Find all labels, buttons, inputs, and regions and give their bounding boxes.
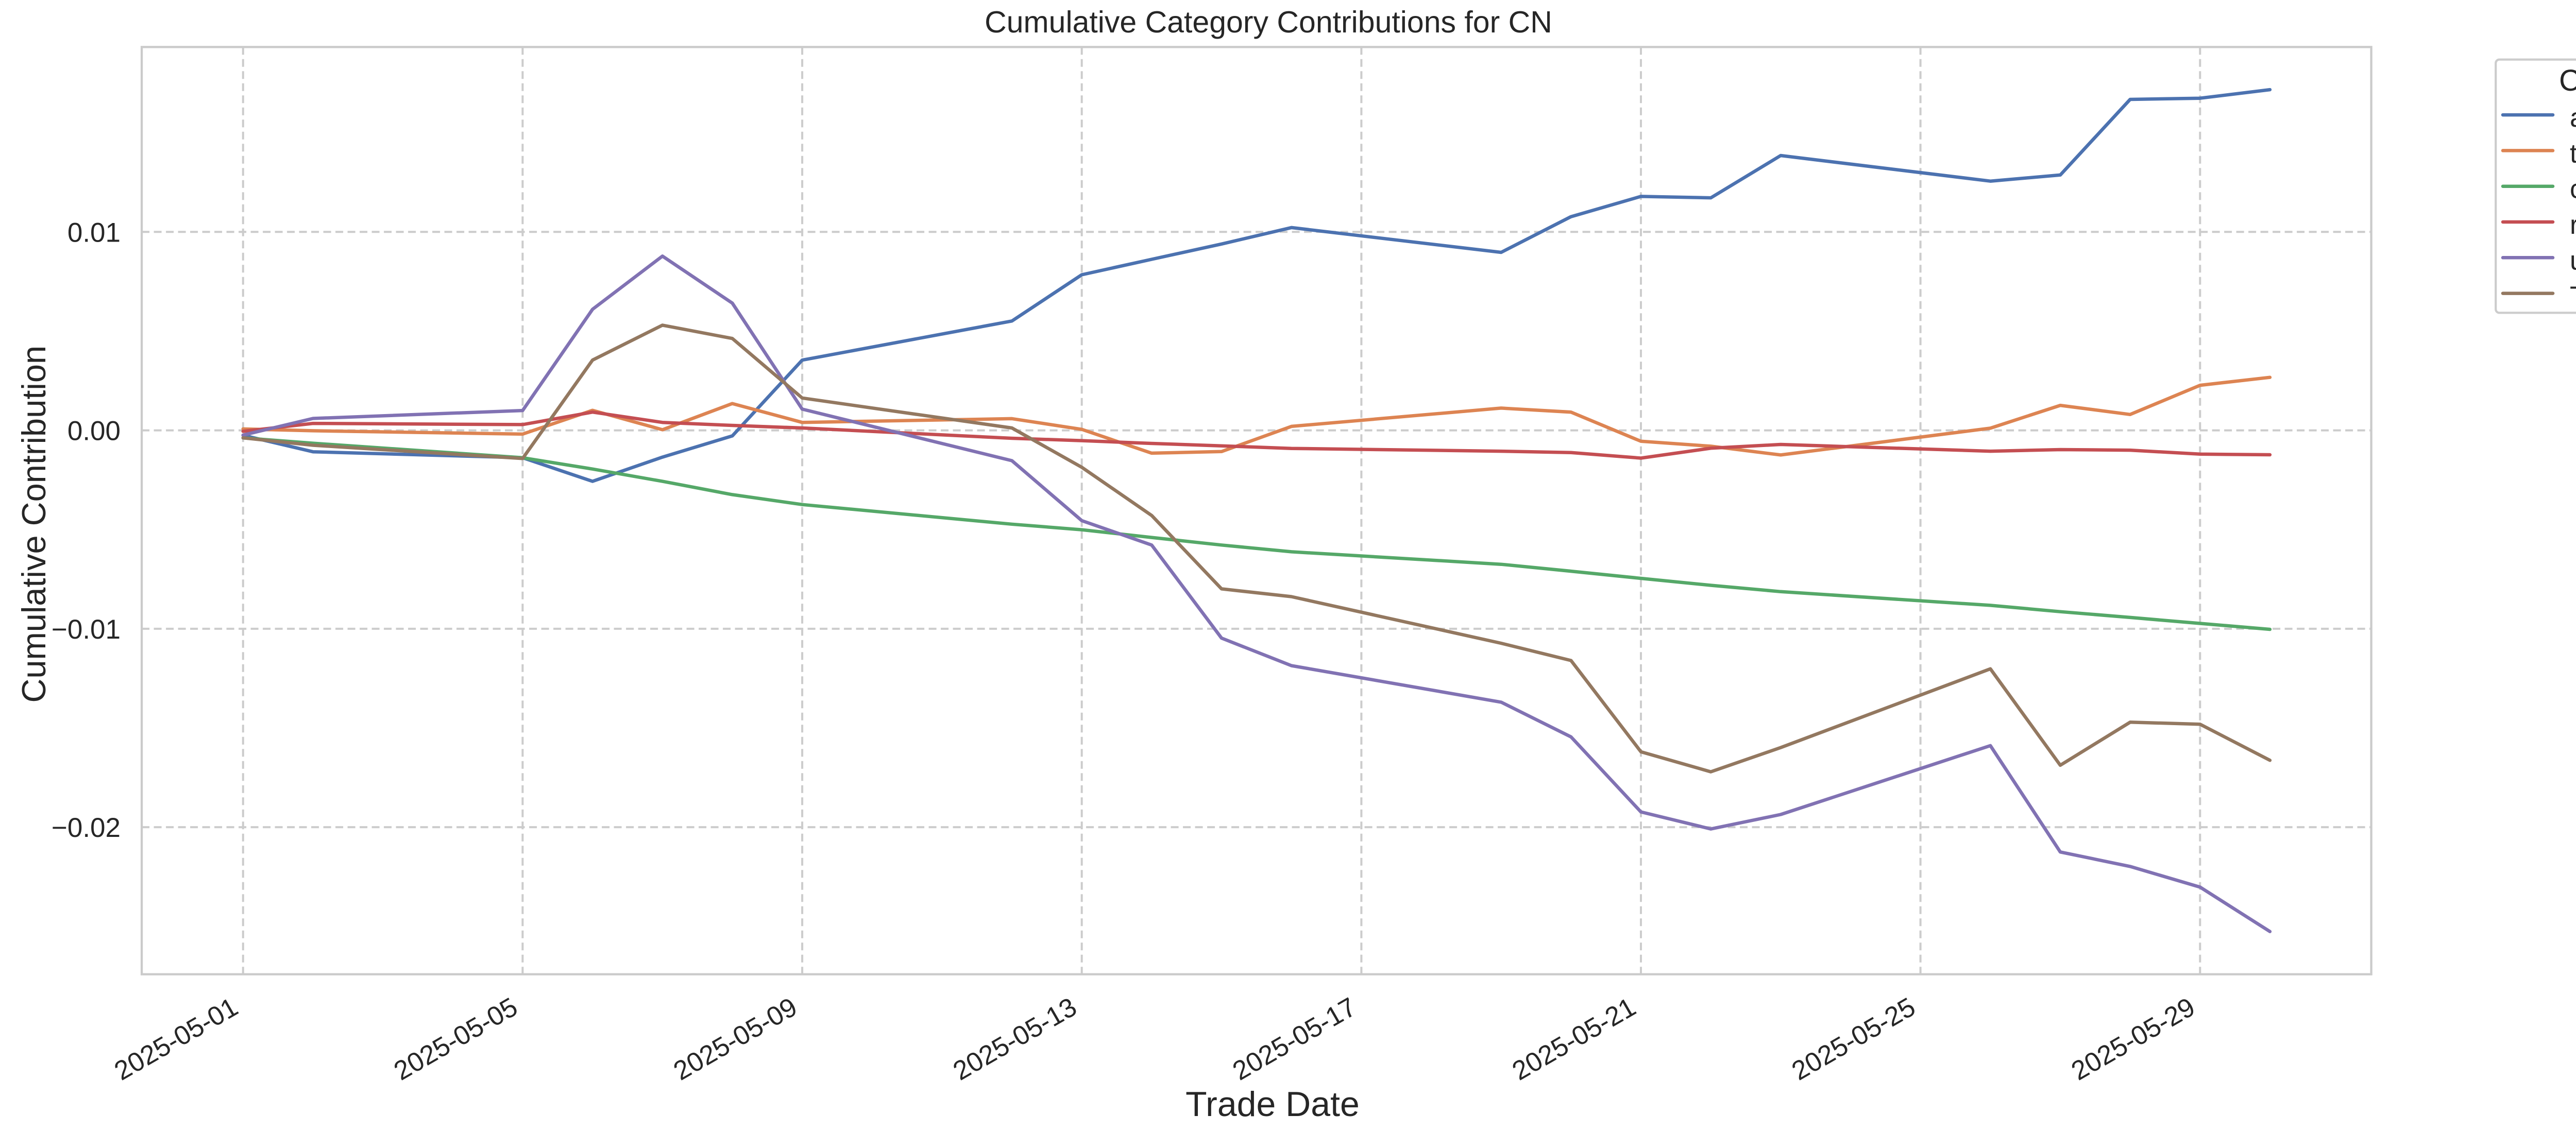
svg-text:Cumulative Contribution: Cumulative Contribution [15,346,53,703]
svg-text:0.00: 0.00 [67,416,121,447]
svg-text:0.01: 0.01 [67,217,121,248]
svg-text:Cumulative Category Contributi: Cumulative Category Contributions for CN [985,5,1552,39]
svg-text:Category: Category [2559,64,2576,97]
svg-text:unexplained: unexplained [2570,246,2576,276]
svg-text:risk_exposure: risk_exposure [2570,210,2576,240]
svg-text:alpha_total: alpha_total [2570,103,2576,133]
svg-text:cost: cost [2570,175,2576,204]
svg-text:−0.01: −0.01 [52,614,121,645]
svg-text:tilt_total: tilt_total [2570,139,2576,168]
svg-text:−0.02: −0.02 [52,813,121,843]
svg-text:Total: Total [2570,282,2576,312]
svg-text:Trade Date: Trade Date [1185,1085,1360,1124]
